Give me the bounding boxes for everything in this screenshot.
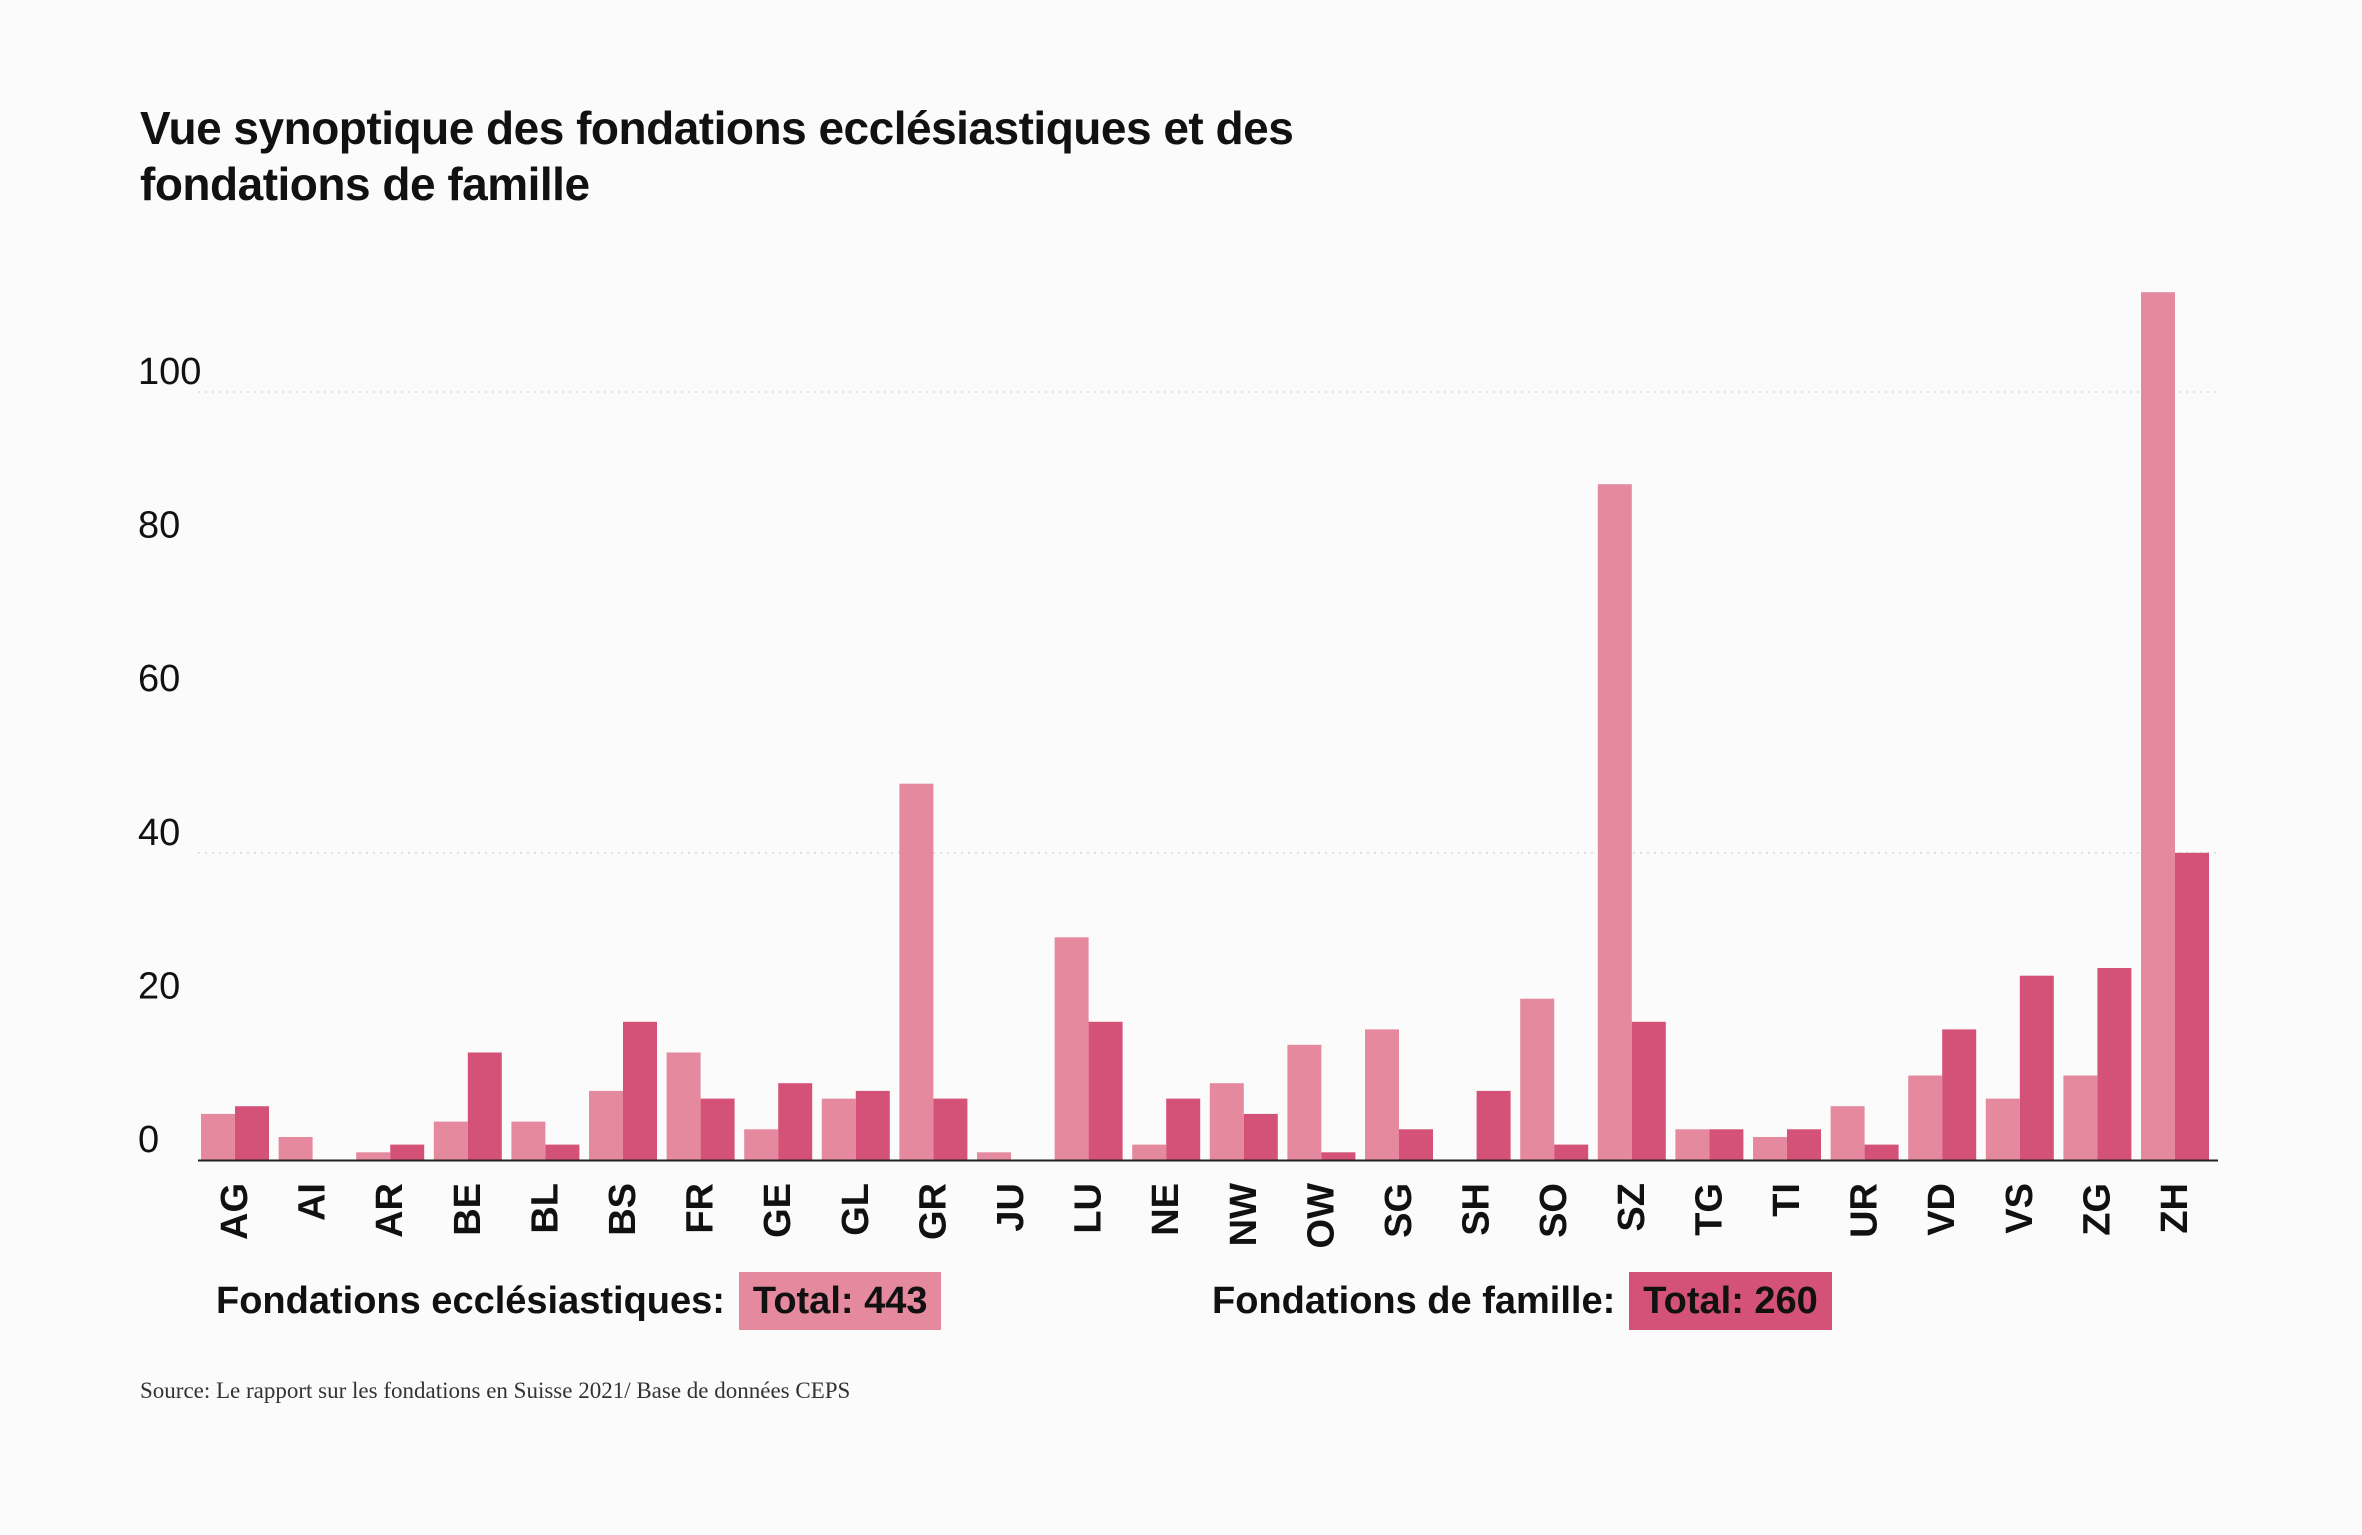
y-tick-label-80: 80 bbox=[138, 505, 180, 547]
bar-gl-family bbox=[855, 1090, 890, 1160]
legend-ecclesiastical: Fondations ecclésiastiques: Total: 443 bbox=[216, 1272, 942, 1330]
bar-ge-family bbox=[778, 1083, 813, 1160]
x-tick-label-vd: VD bbox=[1921, 1183, 1963, 1236]
bar-zg-family bbox=[2097, 968, 2132, 1160]
chart-title: Vue synoptique des fondations ecclésiast… bbox=[140, 102, 1294, 210]
x-tick-label-zg: ZG bbox=[2076, 1183, 2118, 1236]
bar-ne-family bbox=[1166, 1098, 1201, 1160]
x-tick-label-ow: OW bbox=[1300, 1183, 1342, 1249]
legend-family-label: Fondations de famille: bbox=[1212, 1279, 1616, 1322]
bar-ar-ecclesiastical bbox=[356, 1152, 391, 1160]
y-tick-label-60: 60 bbox=[138, 658, 180, 700]
y-tick-label-20: 20 bbox=[138, 965, 180, 1007]
bar-vs-family bbox=[2019, 975, 2054, 1160]
bar-nw-family bbox=[1243, 1113, 1278, 1160]
y-axis-ticks: 0 20 40 60 80 100 bbox=[138, 351, 201, 1161]
x-tick-label-ai: AI bbox=[292, 1183, 334, 1221]
x-tick-label-ur: UR bbox=[1844, 1183, 1886, 1238]
bar-vs-ecclesiastical bbox=[1985, 1098, 2020, 1160]
bar-bl-ecclesiastical bbox=[511, 1121, 546, 1160]
bar-ag-family bbox=[235, 1106, 269, 1160]
bar-lu-family bbox=[1088, 1021, 1123, 1160]
x-tick-label-sg: SG bbox=[1378, 1183, 1420, 1238]
x-tick-label-gl: GL bbox=[835, 1183, 877, 1236]
x-tick-label-bs: BS bbox=[602, 1183, 644, 1236]
x-tick-label-so: SO bbox=[1533, 1183, 1575, 1238]
x-tick-label-sh: SH bbox=[1456, 1183, 1498, 1236]
x-tick-label-bl: BL bbox=[524, 1183, 566, 1234]
x-tick-label-ar: AR bbox=[369, 1183, 411, 1238]
bar-ti-ecclesiastical bbox=[1753, 1137, 1787, 1160]
bar-sh-family bbox=[1476, 1090, 1511, 1160]
x-tick-label-gr: GR bbox=[912, 1183, 954, 1240]
y-tick-label-40: 40 bbox=[138, 812, 180, 854]
x-tick-label-vs: VS bbox=[1999, 1183, 2041, 1234]
bar-be-family bbox=[467, 1052, 502, 1160]
bar-be-ecclesiastical bbox=[433, 1121, 468, 1160]
x-tick-label-be: BE bbox=[447, 1183, 489, 1236]
x-axis-ticks: AG AI AR BE BL BS FR GE GL GR JU LU NE NW OW SG SH SO SZ TG… bbox=[214, 1183, 2196, 1249]
x-tick-label-lu: LU bbox=[1068, 1183, 1110, 1234]
bar-ag-ecclesiastical bbox=[201, 1113, 235, 1160]
x-tick-label-fr: FR bbox=[680, 1183, 722, 1234]
bar-sg-family bbox=[1399, 1129, 1433, 1160]
x-tick-label-ju: JU bbox=[990, 1183, 1032, 1232]
x-tick-label-zh: ZH bbox=[2154, 1183, 2196, 1234]
bar-vd-ecclesiastical bbox=[1908, 1075, 1943, 1160]
bar-ai-ecclesiastical bbox=[278, 1137, 313, 1160]
y-tick-label-0: 0 bbox=[138, 1119, 159, 1161]
bar-ar-family bbox=[390, 1144, 425, 1160]
x-tick-label-tg: TG bbox=[1688, 1183, 1730, 1236]
bar-zg-ecclesiastical bbox=[2063, 1075, 2098, 1160]
bar-sg-ecclesiastical bbox=[1365, 1029, 1399, 1160]
bar-bs-ecclesiastical bbox=[589, 1090, 623, 1160]
source-note: Source: Le rapport sur les fondations en… bbox=[140, 1378, 851, 1403]
bar-ge-ecclesiastical bbox=[744, 1129, 779, 1160]
bar-gr-family bbox=[933, 1098, 968, 1160]
bar-tg-family bbox=[1709, 1129, 1744, 1160]
bars bbox=[201, 292, 2209, 1160]
bar-ti-family bbox=[1787, 1129, 1821, 1160]
bar-ur-ecclesiastical bbox=[1830, 1106, 1865, 1160]
bar-ow-family bbox=[1321, 1152, 1356, 1160]
bar-nw-ecclesiastical bbox=[1209, 1083, 1244, 1160]
bar-ur-family bbox=[1864, 1144, 1899, 1160]
bar-so-ecclesiastical bbox=[1520, 998, 1555, 1160]
bar-sz-family bbox=[1631, 1021, 1666, 1160]
legend-family-total: Total: 260 bbox=[1629, 1272, 1832, 1330]
bar-so-family bbox=[1554, 1144, 1589, 1160]
bar-bl-family bbox=[545, 1144, 580, 1160]
bar-fr-family bbox=[700, 1098, 735, 1160]
x-tick-label-ti: TI bbox=[1766, 1183, 1808, 1217]
x-tick-label-nw: NW bbox=[1223, 1183, 1265, 1246]
x-tick-label-sz: SZ bbox=[1611, 1183, 1653, 1232]
bar-lu-ecclesiastical bbox=[1054, 937, 1089, 1160]
legend-ecclesiastical-total: Total: 443 bbox=[738, 1272, 942, 1330]
bar-sz-ecclesiastical bbox=[1597, 484, 1632, 1160]
x-tick-label-ge: GE bbox=[757, 1183, 799, 1238]
y-tick-label-100: 100 bbox=[138, 351, 201, 393]
legend-family: Fondations de famille: Total: 260 bbox=[1212, 1272, 1832, 1330]
bar-ne-ecclesiastical bbox=[1132, 1144, 1167, 1160]
bar-gr-ecclesiastical bbox=[899, 783, 934, 1160]
bar-vd-family bbox=[1942, 1029, 1977, 1160]
x-tick-label-ne: NE bbox=[1145, 1183, 1187, 1236]
bar-ow-ecclesiastical bbox=[1287, 1044, 1322, 1160]
bar-ju-ecclesiastical bbox=[977, 1152, 1011, 1160]
legend-ecclesiastical-label: Fondations ecclésiastiques: bbox=[216, 1279, 725, 1322]
gridlines bbox=[198, 391, 2218, 854]
bar-bs-family bbox=[623, 1021, 657, 1160]
bar-fr-ecclesiastical bbox=[666, 1052, 701, 1160]
bar-zh-ecclesiastical bbox=[2141, 292, 2175, 1160]
bar-gl-ecclesiastical bbox=[821, 1098, 856, 1160]
x-tick-label-ag: AG bbox=[214, 1183, 256, 1240]
bar-zh-family bbox=[2175, 852, 2209, 1160]
bar-tg-ecclesiastical bbox=[1675, 1129, 1710, 1160]
